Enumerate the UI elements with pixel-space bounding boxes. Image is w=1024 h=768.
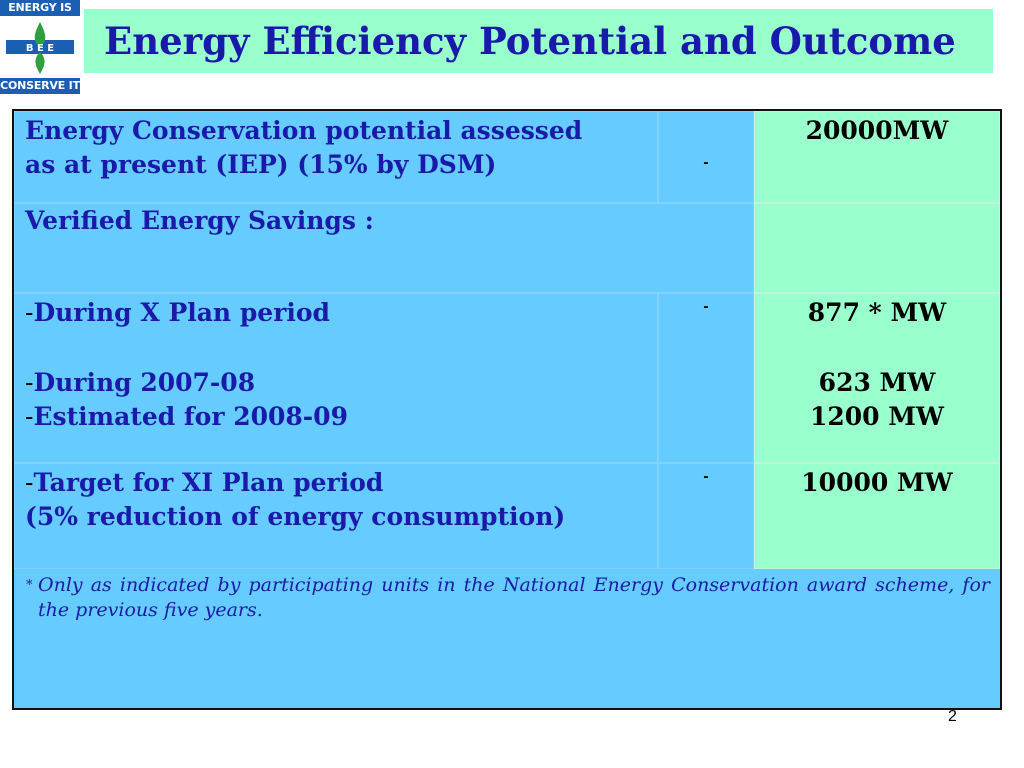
row3-dash-cell: - [658,293,754,463]
title-bar: Energy Efficiency Potential and Outcome [84,9,993,73]
row3-prefix-1: - [25,298,34,327]
row1-label-line1: Energy Conservation potential assessed [25,116,583,145]
row1-value-cell: 20000MW [754,111,1000,203]
row4-value-cell: 10000 MW [754,463,1000,569]
row3-prefix-3: - [25,402,34,431]
footnote-star: * [26,578,33,593]
energy-table: Energy Conservation potential assessed a… [12,109,1002,710]
footnote: * Only as indicated by participating uni… [14,569,1000,708]
row4-label-cell: -Target for XI Plan period (5% reduction… [14,463,658,569]
bee-logo: ENERGY IS LIFE B E E CONSERVE IT [0,0,80,96]
row1-dash: - [703,156,709,171]
row1-value: 20000MW [805,116,949,145]
row3-prefix-2: - [25,368,34,397]
row4-value: 10000 MW [801,468,953,497]
row3-value-cell: 877 * MW 623 MW 1200 MW [754,293,1000,463]
row2-label: Verified Energy Savings : [25,206,374,235]
logo-top-text: ENERGY IS LIFE [0,0,80,30]
row3-dash: - [703,300,709,315]
row2-label-cell: Verified Energy Savings : [14,203,754,293]
row3-label-cell: -During X Plan period -During 2007-08 -E… [14,293,658,463]
logo-emblem-icon: B E E [4,18,76,76]
row4-dash-cell: - [658,463,754,569]
page-number: 2 [948,708,957,725]
row3-label: -During X Plan period -During 2007-08 -E… [15,294,657,434]
row1-dash-cell: - [658,111,754,203]
row3-value-2: 623 MW [818,368,936,397]
row3-label-line1: -During X Plan period [25,298,331,327]
row3-label-line3: -Estimated for 2008-09 [25,402,348,431]
row4-label-line1: -Target for XI Plan period [25,468,384,497]
row2-value-cell [754,203,1000,293]
row3-value-3: 1200 MW [809,402,945,431]
footnote-text: Only as indicated by participating units… [38,574,990,621]
row4-dash: - [703,470,709,485]
row3-value-1: 877 * MW [807,298,947,327]
slide-title: Energy Efficiency Potential and Outcome [104,19,956,63]
logo-bottom-text: CONSERVE IT [0,78,80,94]
row4-prefix: - [25,468,34,497]
row1-label-line2: as at present (IEP) (15% by DSM) [25,150,497,179]
row1-label-cell: Energy Conservation potential assessed a… [14,111,658,203]
row4-label-line2: (5% reduction of energy consumption) [25,502,566,531]
row4-label: -Target for XI Plan period (5% reduction… [15,464,657,534]
row3-label-line2: -During 2007-08 [25,368,256,397]
row1-label: Energy Conservation potential assessed a… [15,112,657,182]
logo-center-text: B E E [26,43,54,54]
